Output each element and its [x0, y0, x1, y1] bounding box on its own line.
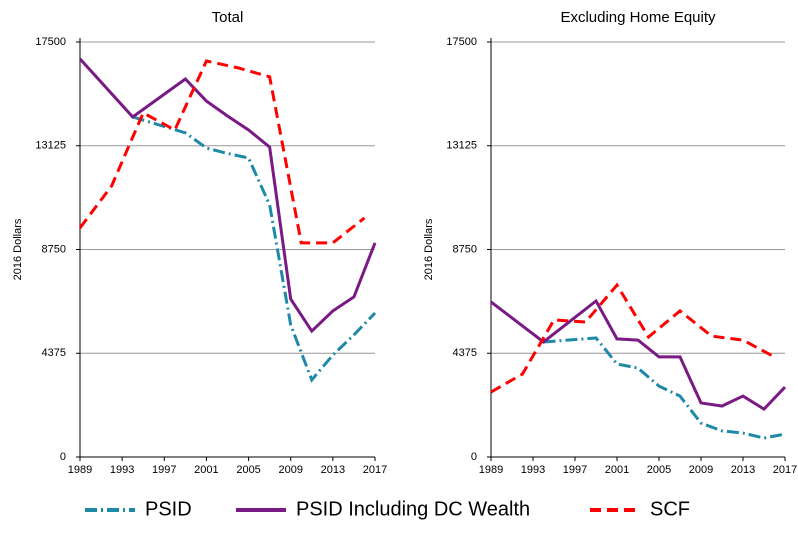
x-tick-label: 2001 [194, 464, 218, 476]
legend-label: PSID Including DC Wealth [296, 498, 530, 520]
series-line [490, 298, 787, 412]
series-line [132, 115, 377, 383]
chart-title: Total [212, 9, 244, 26]
chart-title: Excluding Home Equity [560, 9, 716, 26]
y-tick-label: 0 [471, 451, 477, 463]
x-tick-label: 2013 [321, 464, 345, 476]
x-tick-label: 2001 [605, 464, 629, 476]
x-tick-label: 2017 [773, 464, 797, 476]
series-line [78, 57, 377, 334]
x-tick-label: 2009 [278, 464, 302, 476]
x-tick-label: 2005 [236, 464, 260, 476]
x-tick-label: 2017 [363, 464, 387, 476]
y-tick-label: 0 [60, 451, 66, 463]
y-axis-label: 2016 Dollars [12, 218, 24, 280]
x-tick-label: 1997 [563, 464, 587, 476]
y-tick-label: 17500 [35, 36, 66, 48]
y-tick-label: 8750 [42, 243, 66, 255]
y-tick-label: 17500 [446, 36, 477, 48]
x-tick-label: 1993 [110, 464, 134, 476]
y-tick-label: 13125 [35, 140, 66, 152]
x-tick-label: 1989 [68, 464, 92, 476]
legend-label: PSID [145, 498, 192, 520]
series-line [543, 336, 786, 440]
y-tick-label: 4375 [42, 347, 66, 359]
y-tick-label: 8750 [453, 243, 477, 255]
series-line [78, 59, 366, 245]
x-tick-label: 2009 [689, 464, 713, 476]
x-tick-label: 1993 [521, 464, 545, 476]
x-tick-label: 1989 [479, 464, 503, 476]
y-tick-label: 4375 [453, 347, 477, 359]
y-tick-label: 13125 [446, 140, 477, 152]
x-tick-label: 2005 [647, 464, 671, 476]
x-tick-label: 2013 [731, 464, 755, 476]
y-axis-label: 2016 Dollars [423, 218, 435, 280]
series-line [490, 282, 776, 394]
legend-label: SCF [650, 498, 690, 520]
x-tick-label: 1997 [152, 464, 176, 476]
